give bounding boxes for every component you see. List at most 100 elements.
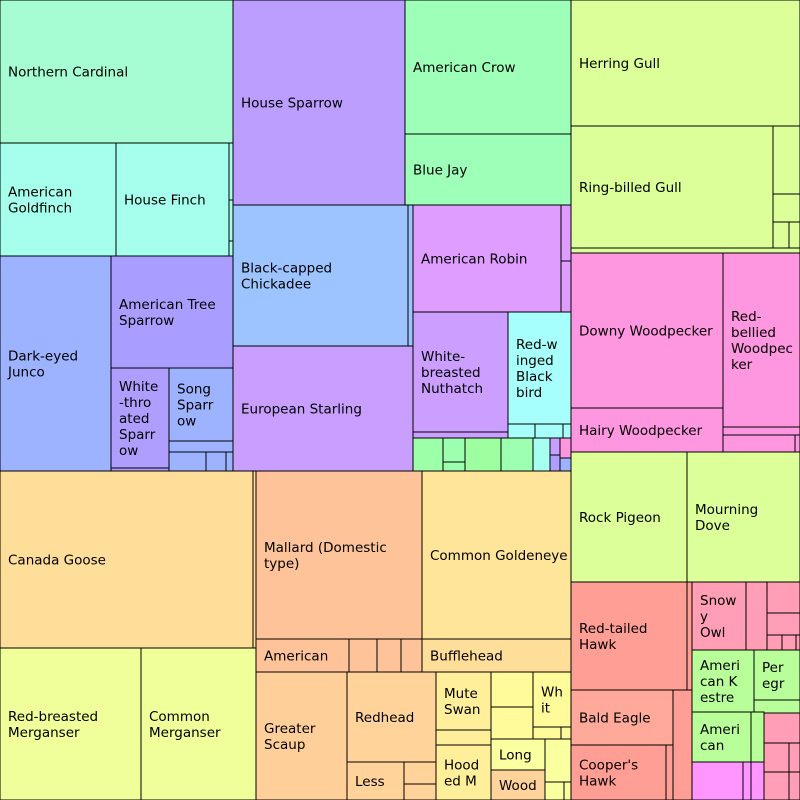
tile-label-mute-swan: Mute (444, 686, 478, 702)
tile-rect-song-sparrow (168, 367, 234, 442)
tile-label-house-finch: House Finch (124, 193, 206, 209)
small-tile (442, 461, 466, 472)
small-tile (766, 581, 800, 614)
tile-label-hooded-merganser: Hood (444, 758, 479, 774)
tile-white-winged-scoter: Whit (532, 671, 572, 728)
small-tile (772, 193, 800, 223)
tile-rect-mourning-dove (686, 451, 800, 583)
tile-rect-ring-billed-gull (570, 125, 774, 249)
tile-label-white-throated-sparrow: -thro (119, 395, 151, 411)
tile-label-snowy-owl: Owl (700, 625, 725, 641)
small-tile (750, 761, 765, 800)
tile-bufflehead: Bufflehead (421, 638, 572, 673)
tile-rect-mute-swan (435, 671, 492, 731)
small-tile (464, 437, 502, 472)
tile-northern-cardinal: Northern Cardinal (0, 0, 234, 144)
tile-label-white-breasted-nuthatch: breasted (421, 365, 481, 381)
tile-label-american-goldfinch: American (8, 185, 72, 201)
tile-label-mourning-dove: Mourning (695, 502, 758, 518)
tile-label-red-breasted-merganser: Red-breasted (8, 709, 98, 725)
tile-label-red-bellied-woodpecker: ker (731, 357, 753, 373)
small-tile (407, 204, 414, 347)
tile-rect-redhead (346, 671, 437, 763)
small-tile (763, 712, 800, 744)
tile-label-white-winged-scoter: Wh (541, 685, 563, 701)
tile-rect-white-winged-scoter (532, 671, 572, 728)
tile-rect-common-goldeneye (421, 470, 572, 640)
tile-rect-mallard-domestic-type (255, 470, 423, 640)
tile-label-song-sparrow: ow (177, 414, 196, 430)
tile-rect-rock-pigeon (570, 451, 688, 583)
tile-label-redhead: Redhead (355, 710, 414, 726)
tile-label-peregrine-falcon: egr (762, 676, 785, 692)
tile-label-hooded-merganser: ed M (444, 774, 477, 790)
small-tile (750, 711, 765, 763)
tile-label-american-black-duck: can (700, 738, 724, 754)
small-tile (490, 706, 534, 740)
tile-label-red-winged-blackbird: bird (516, 385, 542, 401)
tile-rect-european-starling (232, 345, 414, 472)
tile-rect-red-tailed-hawk (570, 581, 688, 691)
tile-label-common-merganser: Common (149, 709, 210, 725)
small-tile (549, 454, 561, 472)
tile-label-american-kestrel: estre (700, 690, 734, 706)
tile-label-song-sparrow: Song (177, 382, 211, 398)
tile-rect-canada-goose (0, 470, 254, 649)
tile-label-american-black-duck: Ameri (700, 722, 740, 738)
tile-label-american-kestrel: Ameri (700, 658, 740, 674)
small-tile (763, 742, 790, 773)
small-tile (442, 437, 466, 463)
tile-label-mallard-domestic-type: Mallard (Domestic (264, 540, 387, 556)
small-tile (788, 771, 800, 800)
tile-label-dark-eyed-junco: Dark-eyed (8, 349, 78, 365)
tile-label-hairy-woodpecker: Hairy Woodpecker (579, 423, 703, 439)
tile-rect-blue-jay (404, 133, 572, 206)
small-tile (348, 638, 378, 673)
tile-label-dark-eyed-junco: Junco (7, 365, 45, 381)
tile-hairy-woodpecker: Hairy Woodpecker (570, 407, 724, 453)
tile-label-white-winged-scoter: it (541, 701, 550, 717)
tile-label-white-breasted-nuthatch: White- (421, 349, 465, 365)
small-tile (560, 726, 572, 740)
tile-redhead: Redhead (346, 671, 437, 763)
small-tile (228, 142, 234, 201)
tile-label-red-bellied-woodpecker: Woodpec (731, 341, 793, 357)
tile-label-white-throated-sparrow: ated (119, 411, 149, 427)
tile-rect-common-merganser (140, 647, 257, 800)
tile-label-long-tailed-duck: Long (499, 748, 532, 764)
tile-rect-herring-gull (570, 0, 800, 127)
tile-label-snowy-owl: Snow (700, 593, 736, 609)
small-tile (560, 260, 572, 313)
tile-house-sparrow: House Sparrow (232, 0, 406, 206)
tile-label-common-goldeneye: Common Goldeneye (430, 548, 568, 564)
small-tile (562, 423, 572, 439)
tile-label-american: American (264, 649, 328, 665)
tile-rect-black-capped-chickadee (232, 204, 409, 347)
tile-label-greater-scaup: Scaup (264, 737, 305, 753)
tile-bald-eagle: Bald Eagle (570, 689, 674, 746)
small-tile (665, 744, 674, 800)
small-tile (788, 742, 800, 773)
tile-label-cooper-s-hawk: Cooper's (579, 758, 638, 774)
tile-label-mute-swan: Swan (444, 702, 480, 718)
tile-blue-jay: Blue Jay (404, 133, 572, 206)
small-tile (500, 437, 534, 472)
small-tile (168, 440, 234, 453)
tile-label-european-starling: European Starling (241, 402, 362, 418)
tile-label-downy-woodpecker: Downy Woodpecker (579, 324, 713, 340)
tile-ring-billed-gull: Ring-billed Gull (570, 125, 774, 249)
tile-rect-white-breasted-nuthatch (412, 311, 509, 433)
tile-rect-american-robin (412, 204, 562, 313)
tile-label-red-breasted-merganser: Merganser (8, 725, 80, 741)
tile-canada-goose: Canada Goose (0, 470, 254, 649)
tile-rock-pigeon: Rock Pigeon (570, 451, 688, 583)
